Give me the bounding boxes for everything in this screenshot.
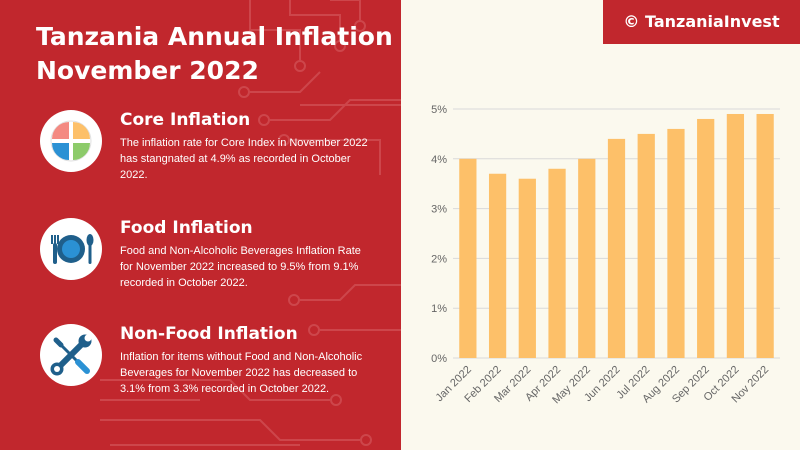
food-inflation-title: Food Inflation	[120, 218, 253, 238]
non-food-inflation-title: Non-Food Inflation	[120, 324, 298, 344]
info-panel: Tanzania Annual Inflation November 2022 …	[0, 0, 401, 450]
bar	[637, 133, 655, 358]
y-tick-label: 3%	[431, 204, 447, 216]
y-tick-label: 2%	[431, 253, 447, 265]
bar	[697, 118, 715, 359]
bar	[756, 113, 774, 358]
title-line-2: November 2022	[36, 56, 259, 85]
y-tick-label: 1%	[431, 303, 447, 315]
food-inflation-text: Food and Non-Alcoholic Beverages Inflati…	[120, 245, 361, 289]
bar	[726, 113, 745, 358]
core-inflation-title: Core Inflation	[120, 110, 251, 130]
y-tick-label: 0%	[431, 353, 447, 365]
pie-chart-icon	[40, 110, 102, 172]
bar	[488, 173, 507, 358]
bar	[607, 138, 626, 358]
bar	[459, 158, 477, 358]
y-tick-label: 4%	[431, 154, 447, 166]
bar	[578, 158, 596, 358]
core-inflation-text: The inflation rate for Core Index in Nov…	[120, 137, 368, 181]
copyright-badge: © TanzaniaInvest	[603, 0, 800, 44]
title-line-1: Tanzania Annual Inflation	[36, 22, 393, 51]
y-tick-label: 5%	[431, 104, 447, 116]
non-food-inflation-text: Inflation for items without Food and Non…	[120, 351, 363, 395]
bar	[667, 128, 685, 358]
bar	[548, 168, 566, 358]
wrench-screwdriver-icon	[40, 324, 102, 386]
circuit-decoration	[100, 0, 401, 446]
bar	[518, 178, 536, 358]
plate-cutlery-icon	[40, 218, 102, 280]
page-title: Tanzania Annual Inflation November 2022	[36, 20, 393, 88]
